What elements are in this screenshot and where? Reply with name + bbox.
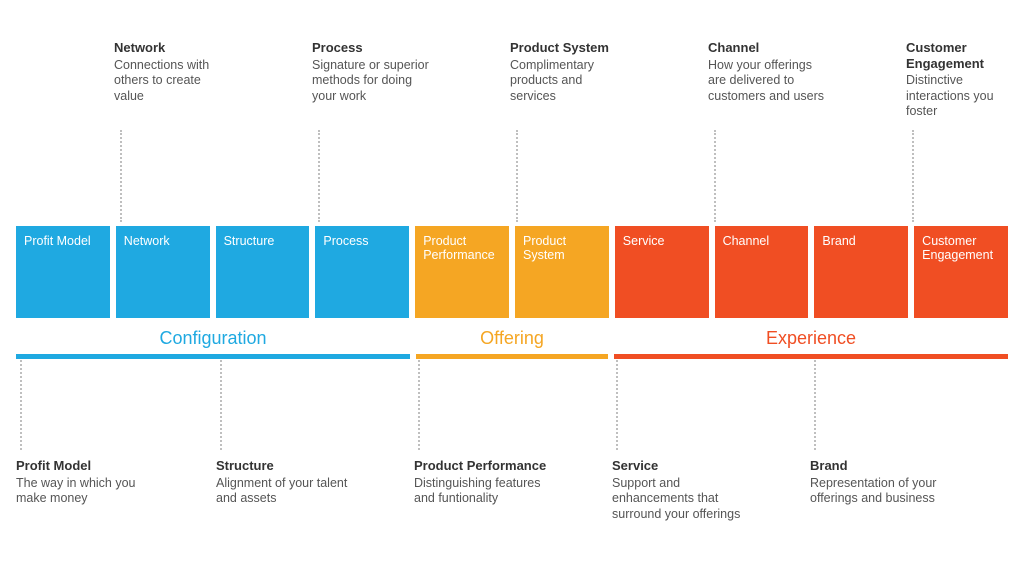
callout-title: Structure bbox=[216, 458, 366, 474]
callout-title: Network bbox=[114, 40, 234, 56]
bottom-callout-service: Service Support and enhancements that sur… bbox=[612, 458, 762, 522]
connector-line bbox=[318, 130, 320, 222]
group-bar bbox=[16, 354, 410, 359]
connector-line bbox=[418, 360, 420, 450]
callout-desc: Distinctive interactions you foster bbox=[906, 73, 1024, 120]
callout-title: Product Performance bbox=[414, 458, 564, 474]
callout-desc: Connections with others to create value bbox=[114, 58, 234, 105]
group-bar bbox=[614, 354, 1008, 359]
bottom-callout-product-performance: Product Performance Distinguishing featur… bbox=[414, 458, 564, 507]
group-label-configuration: Configuration bbox=[159, 328, 266, 349]
bottom-callout-structure: Structure Alignment of your talent and as… bbox=[216, 458, 366, 507]
callout-title: Product System bbox=[510, 40, 630, 56]
box-label: Brand bbox=[822, 234, 855, 248]
box-label: Network bbox=[124, 234, 170, 248]
box-label: Customer Engage­ment bbox=[922, 234, 993, 262]
innovation-box: Brand bbox=[814, 226, 908, 318]
callout-title: Brand bbox=[810, 458, 960, 474]
innovation-box: Structure bbox=[216, 226, 310, 318]
connector-line bbox=[120, 130, 122, 222]
connector-line bbox=[814, 360, 816, 450]
callout-desc: Representation of your offerings and bus… bbox=[810, 476, 960, 507]
callout-desc: Complimentary products and services bbox=[510, 58, 630, 105]
callout-desc: Alignment of your talent and assets bbox=[216, 476, 366, 507]
callout-title: Profit Model bbox=[16, 458, 166, 474]
top-callout-network: Network Connections with others to create… bbox=[114, 40, 234, 104]
bottom-callout-brand: Brand Representation of your offerings an… bbox=[810, 458, 960, 507]
callout-title: Service bbox=[612, 458, 762, 474]
connector-line bbox=[616, 360, 618, 450]
innovation-box: Process bbox=[315, 226, 409, 318]
innovation-box: Network bbox=[116, 226, 210, 318]
connector-line bbox=[220, 360, 222, 450]
bottom-callout-profit-model: Profit Model The way in which you make mo… bbox=[16, 458, 166, 507]
top-callout-product-system: Product System Complimentary products and… bbox=[510, 40, 630, 104]
callout-desc: Signature or superior methods for doing … bbox=[312, 58, 432, 105]
group-label-offering: Offering bbox=[480, 328, 544, 349]
top-callout-channel: Channel How your offerings are delivered … bbox=[708, 40, 828, 104]
box-label: Profit Model bbox=[24, 234, 91, 248]
box-label: Product System bbox=[523, 234, 566, 262]
group-bar bbox=[416, 354, 608, 359]
box-label: Process bbox=[323, 234, 368, 248]
callout-title: Customer Engagement bbox=[906, 40, 1024, 71]
top-callout-process: Process Signature or superior methods for… bbox=[312, 40, 432, 104]
box-label: Structure bbox=[224, 234, 275, 248]
box-label: Channel bbox=[723, 234, 770, 248]
innovation-box: Product Perfor­mance bbox=[415, 226, 509, 318]
box-label: Product Perfor­mance bbox=[423, 234, 495, 262]
connector-line bbox=[912, 130, 914, 222]
innovation-box: Product System bbox=[515, 226, 609, 318]
innovation-box: Service bbox=[615, 226, 709, 318]
innovation-box: Customer Engage­ment bbox=[914, 226, 1008, 318]
innovation-box: Channel bbox=[715, 226, 809, 318]
callout-desc: The way in which you make money bbox=[16, 476, 166, 507]
callout-title: Channel bbox=[708, 40, 828, 56]
innovation-boxes-row: Profit Model Network Structure Process Produ… bbox=[16, 226, 1008, 318]
box-label: Service bbox=[623, 234, 665, 248]
innovation-box: Profit Model bbox=[16, 226, 110, 318]
connector-line bbox=[20, 360, 22, 450]
connector-line bbox=[516, 130, 518, 222]
callout-desc: How your offerings are delivered to cust… bbox=[708, 58, 828, 105]
callout-title: Process bbox=[312, 40, 432, 56]
connector-line bbox=[714, 130, 716, 222]
top-callout-customer-engagement: Customer EngagementDistinctive interacti… bbox=[906, 40, 1024, 120]
callout-desc: Support and enhancements that surround y… bbox=[612, 476, 762, 523]
callout-desc: Distinguishing features and funtionality bbox=[414, 476, 564, 507]
group-label-experience: Experience bbox=[766, 328, 856, 349]
